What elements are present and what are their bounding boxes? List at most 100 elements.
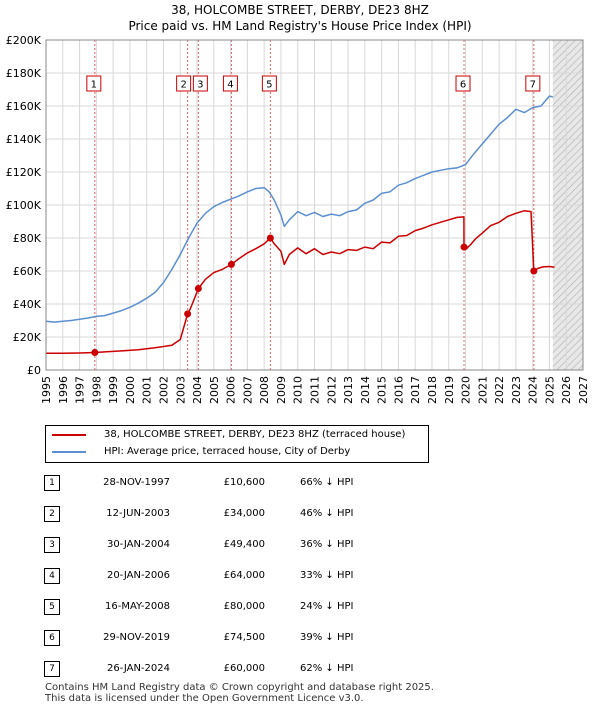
sale-date: 26-JAN-2024 xyxy=(106,663,170,674)
sale-date: 28-NOV-1997 xyxy=(103,477,170,488)
table-row: 2 12-JUN-2003 £34,000 46% ↓ HPI xyxy=(0,501,600,522)
x-tick-label: 1999 xyxy=(107,376,120,404)
price-chart: £0 £20K £40K £60K £80K £100K £120K £140K £160K £1… xyxy=(6,34,590,404)
sale-label-box xyxy=(455,75,471,92)
sale-number-badge: 1 xyxy=(44,475,60,491)
sale-label-box xyxy=(192,75,208,92)
sale-label-number: 4 xyxy=(227,80,233,91)
y-tick-label: £180K xyxy=(6,67,42,80)
sale-price: £60,000 xyxy=(223,663,265,674)
sale-point xyxy=(194,284,202,292)
y-tick-label: £100K xyxy=(6,199,42,212)
x-tick-label: 2014 xyxy=(359,376,372,404)
sale-price: £64,000 xyxy=(223,570,265,581)
sale-label-box xyxy=(525,75,541,92)
x-tick-label: 2000 xyxy=(124,376,137,404)
x-tick-label: 2023 xyxy=(510,376,523,404)
sale-hpi-diff: 33% ↓ HPI xyxy=(300,570,354,581)
x-tick-label: 2017 xyxy=(409,376,422,404)
sale-number-badge: 3 xyxy=(44,537,60,553)
sale-price: £80,000 xyxy=(223,601,265,612)
y-tick-label: £120K xyxy=(6,166,42,179)
sale-number-badge: 4 xyxy=(44,568,60,584)
x-tick-label: 2004 xyxy=(191,376,204,404)
sale-date: 16-MAY-2008 xyxy=(104,601,170,612)
sale-label-number: 5 xyxy=(266,80,272,91)
y-tick-label: £200K xyxy=(6,34,42,47)
x-tick-label: 1997 xyxy=(74,376,87,404)
table-row: 6 29-NOV-2019 £74,500 39% ↓ HPI xyxy=(0,625,600,646)
x-tick-label: 2011 xyxy=(309,376,322,404)
sale-label-box xyxy=(222,75,238,92)
sale-hpi-diff: 46% ↓ HPI xyxy=(300,508,354,519)
sale-point xyxy=(91,349,99,357)
x-tick-label: 2013 xyxy=(342,376,355,404)
sale-point xyxy=(266,234,274,242)
x-tick-label: 2009 xyxy=(275,376,288,404)
table-row: 4 20-JAN-2006 £64,000 33% ↓ HPI xyxy=(0,563,600,584)
legend-label-hpi: HPI: Average price, terraced house, City… xyxy=(104,446,351,457)
sale-label-box xyxy=(261,75,277,92)
sale-date: 12-JUN-2003 xyxy=(106,508,170,519)
table-row: 5 16-MAY-2008 £80,000 24% ↓ HPI xyxy=(0,594,600,615)
x-tick-label: 1996 xyxy=(57,376,70,404)
hpi-line xyxy=(45,95,553,323)
sale-price: £74,500 xyxy=(223,632,265,643)
x-tick-label: 2007 xyxy=(241,376,254,404)
sale-label-number: 3 xyxy=(197,80,203,91)
chart-title: 38, HOLCOMBE STREET, DERBY, DE23 8HZ xyxy=(171,3,429,17)
sale-hpi-diff: 36% ↓ HPI xyxy=(300,539,354,550)
chart-legend: 38, HOLCOMBE STREET, DERBY, DE23 8HZ (te… xyxy=(45,425,429,463)
sale-label-number: 2 xyxy=(180,80,186,91)
sale-label-box xyxy=(176,75,192,92)
y-tick-label: £40K xyxy=(13,298,42,311)
y-tick-label: £140K xyxy=(6,133,42,146)
sale-hpi-diff: 39% ↓ HPI xyxy=(300,632,354,643)
sale-number-badge: 7 xyxy=(44,661,60,677)
sale-hpi-diff: 66% ↓ HPI xyxy=(300,477,354,488)
y-tick-label: £80K xyxy=(13,232,42,245)
x-tick-label: 2019 xyxy=(443,376,456,404)
footer-copyright: Contains HM Land Registry data © Crown c… xyxy=(45,682,434,693)
legend-swatch-property xyxy=(52,434,86,436)
x-tick-label: 2024 xyxy=(527,376,540,404)
sale-hpi-diff: 24% ↓ HPI xyxy=(300,601,354,612)
x-tick-label: 2027 xyxy=(577,376,590,404)
table-row: 7 26-JAN-2024 £60,000 62% ↓ HPI xyxy=(0,656,600,677)
x-tick-label: 2022 xyxy=(493,376,506,404)
sale-label-number: 1 xyxy=(91,80,97,91)
x-tick-label: 2016 xyxy=(392,376,405,404)
sale-date: 29-NOV-2019 xyxy=(103,632,170,643)
sale-number-badge: 2 xyxy=(44,506,60,522)
sale-label-number: 6 xyxy=(460,80,466,91)
sale-number-badge: 6 xyxy=(44,630,60,646)
sale-hpi-diff: 62% ↓ HPI xyxy=(300,663,354,674)
sale-date: 20-JAN-2006 xyxy=(106,570,170,581)
x-tick-label: 2010 xyxy=(292,376,305,404)
y-tick-label: £20K xyxy=(13,331,42,344)
sale-point xyxy=(460,243,468,251)
sale-price: £49,400 xyxy=(223,539,265,550)
sale-price: £10,600 xyxy=(223,477,265,488)
sale-point xyxy=(184,310,192,318)
chart-subtitle: Price paid vs. HM Land Registry's House … xyxy=(128,19,472,33)
sale-label-box xyxy=(86,75,102,92)
x-tick-label: 1995 xyxy=(40,376,53,404)
sale-date: 30-JAN-2004 xyxy=(106,539,170,550)
y-tick-label: £0 xyxy=(27,364,41,377)
plot-frame xyxy=(45,39,584,371)
x-tick-label: 2025 xyxy=(543,376,556,404)
y-tick-label: £160K xyxy=(6,100,42,113)
x-tick-label: 2026 xyxy=(560,376,573,404)
table-row: 1 28-NOV-1997 £10,600 66% ↓ HPI xyxy=(0,470,600,491)
x-tick-label: 2021 xyxy=(476,376,489,404)
x-tick-label: 2006 xyxy=(225,376,238,404)
x-tick-label: 2002 xyxy=(157,376,170,404)
table-row: 3 30-JAN-2004 £49,400 36% ↓ HPI xyxy=(0,532,600,553)
sale-point xyxy=(227,260,235,268)
x-tick-label: 2018 xyxy=(426,376,439,404)
x-tick-label: 2003 xyxy=(174,376,187,404)
sale-price: £34,000 xyxy=(223,508,265,519)
x-tick-label: 2005 xyxy=(208,376,221,404)
sale-number-badge: 5 xyxy=(44,599,60,615)
